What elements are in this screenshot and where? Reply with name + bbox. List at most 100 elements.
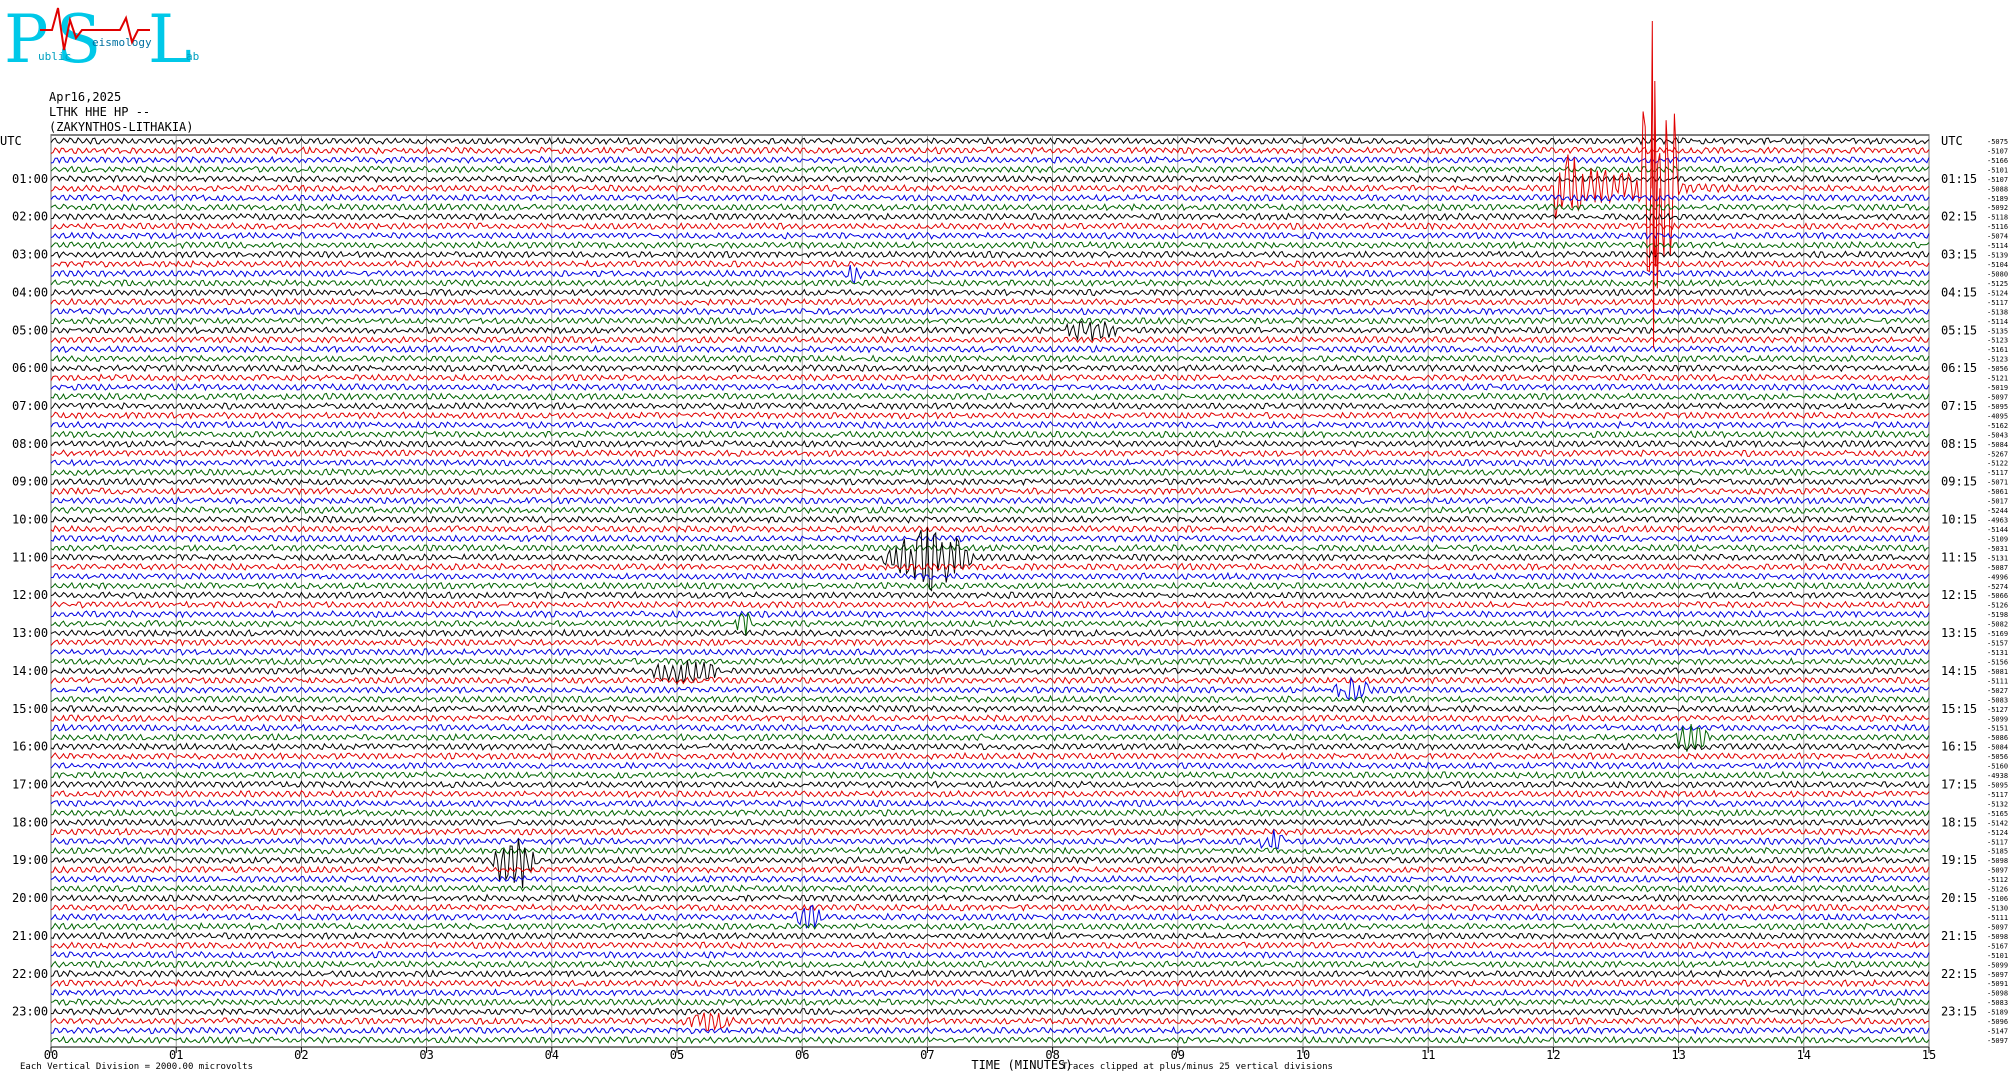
trace-offset: -5019 [1987,384,2008,392]
trace-offset: -5088 [1987,185,2008,193]
trace-offset: -5267 [1987,450,2008,458]
trace-offset: -5071 [1987,479,2008,487]
seismic-trace [50,571,1930,581]
left-time-label: 13:00 [12,626,48,640]
seismic-trace [50,742,1930,751]
trace-offset: -5083 [1987,999,2008,1007]
left-time-label: 05:00 [12,323,48,337]
seismic-trace [50,354,1930,363]
right-time-label: 19:15 [1941,853,1977,867]
seismic-trace [50,704,1930,713]
trace-offset: -5126 [1987,886,2008,894]
trace-offset: -5117 [1987,838,2008,846]
x-tick-label: 15 [1922,1048,1936,1062]
trace-offset: -5027 [1987,687,2008,695]
trace-offset: -5274 [1987,583,2008,591]
trace-offset: -5096 [1987,1018,2008,1026]
trace-offset: -5117 [1987,469,2008,477]
x-tick-label: 08 [1045,1048,1059,1062]
seismic-trace [50,524,1930,534]
seismic-trace [50,316,1930,326]
seismic-trace [50,829,1930,850]
seismic-trace [50,534,1930,543]
trace-offset: -5104 [1987,261,2008,269]
seismic-trace [50,212,1930,221]
trace-offset: -5066 [1987,592,2008,600]
seismic-trace [50,628,1930,638]
right-time-label: 22:15 [1941,967,1977,981]
right-time-label: 11:15 [1941,550,1977,564]
seismic-trace [50,543,1930,553]
seismic-trace [50,581,1930,591]
left-time-label: UTC [0,134,22,148]
x-tick-label: 04 [545,1048,559,1062]
left-time-label: 01:00 [12,172,48,186]
logo-letter: L [148,1,192,78]
seismic-trace [50,808,1930,818]
logo-word: eismology [92,36,152,49]
x-tick-label: 12 [1546,1048,1560,1062]
seismic-trace [50,373,1930,383]
seismic-trace [50,335,1930,345]
trace-offset: -5107 [1987,176,2008,184]
header-date: Apr16,2025 [49,90,121,104]
header-location: (ZAKYNTHOS-LITHAKIA) [49,120,194,134]
trace-offset: -5165 [1987,810,2008,818]
seismic-trace [50,392,1930,401]
seismic-trace [50,959,1930,969]
trace-offset: -5122 [1987,460,2008,468]
right-time-label: 10:15 [1941,513,1977,527]
seismic-trace [50,998,1930,1007]
left-time-label: 09:00 [12,475,48,489]
trace-offset: -5087 [1987,564,2008,572]
trace-offset: -5097 [1987,394,2008,402]
seismic-trace [50,439,1930,449]
left-time-label: 23:00 [12,1005,48,1019]
trace-offset: -5074 [1987,233,2008,241]
trace-offset: -5097 [1987,923,2008,931]
seismic-trace [50,874,1930,884]
left-time-label: 16:00 [12,740,48,754]
seismic-trace [1650,20,1661,349]
seismic-trace [51,259,1930,269]
seismic-trace [50,657,1930,666]
trace-offset: -5127 [1987,706,2008,714]
trace-offset: -5130 [1987,905,2008,913]
seismic-trace [50,988,1930,997]
seismic-trace [50,799,1930,808]
trace-offset: -5098 [1987,857,2008,865]
logo-word: ublic [38,50,71,63]
seismic-trace [50,164,1930,174]
seismic-trace [51,515,1930,524]
seismic-trace [50,231,1930,240]
trace-offset: -5167 [1987,942,2008,950]
trace-offset: -4095 [1987,412,2008,420]
trace-offset: -5198 [1987,611,2008,619]
trace-offset: -5156 [1987,658,2008,666]
seismic-trace [50,146,1930,155]
trace-offset: -5112 [1987,876,2008,884]
left-time-label: 14:00 [12,664,48,678]
right-time-label: 08:15 [1941,437,1977,451]
right-time-label: 17:15 [1941,777,1977,791]
seismic-trace [50,780,1930,789]
right-time-label: 21:15 [1941,929,1977,943]
logo-wave [40,7,150,51]
left-time-label: 17:00 [12,777,48,791]
trace-offset: -5125 [1987,280,2008,288]
right-time-label: 01:15 [1941,172,1977,186]
seismic-trace [50,320,1930,342]
seismic-trace [50,477,1930,487]
seismic-trace [50,694,1930,704]
trace-offset: -5043 [1987,431,2008,439]
left-time-label: 08:00 [12,437,48,451]
right-time-label: 23:15 [1941,1005,1977,1019]
x-tick-label: 07 [920,1048,934,1062]
trace-offset: -4996 [1987,573,2008,581]
left-time-label: 06:00 [12,361,48,375]
trace-offset: -5160 [1987,763,2008,771]
trace-offset: -5097 [1987,971,2008,979]
trace-offset: -4938 [1987,772,2008,780]
seismic-trace [50,590,1930,600]
trace-offset: -5169 [1987,630,2008,638]
